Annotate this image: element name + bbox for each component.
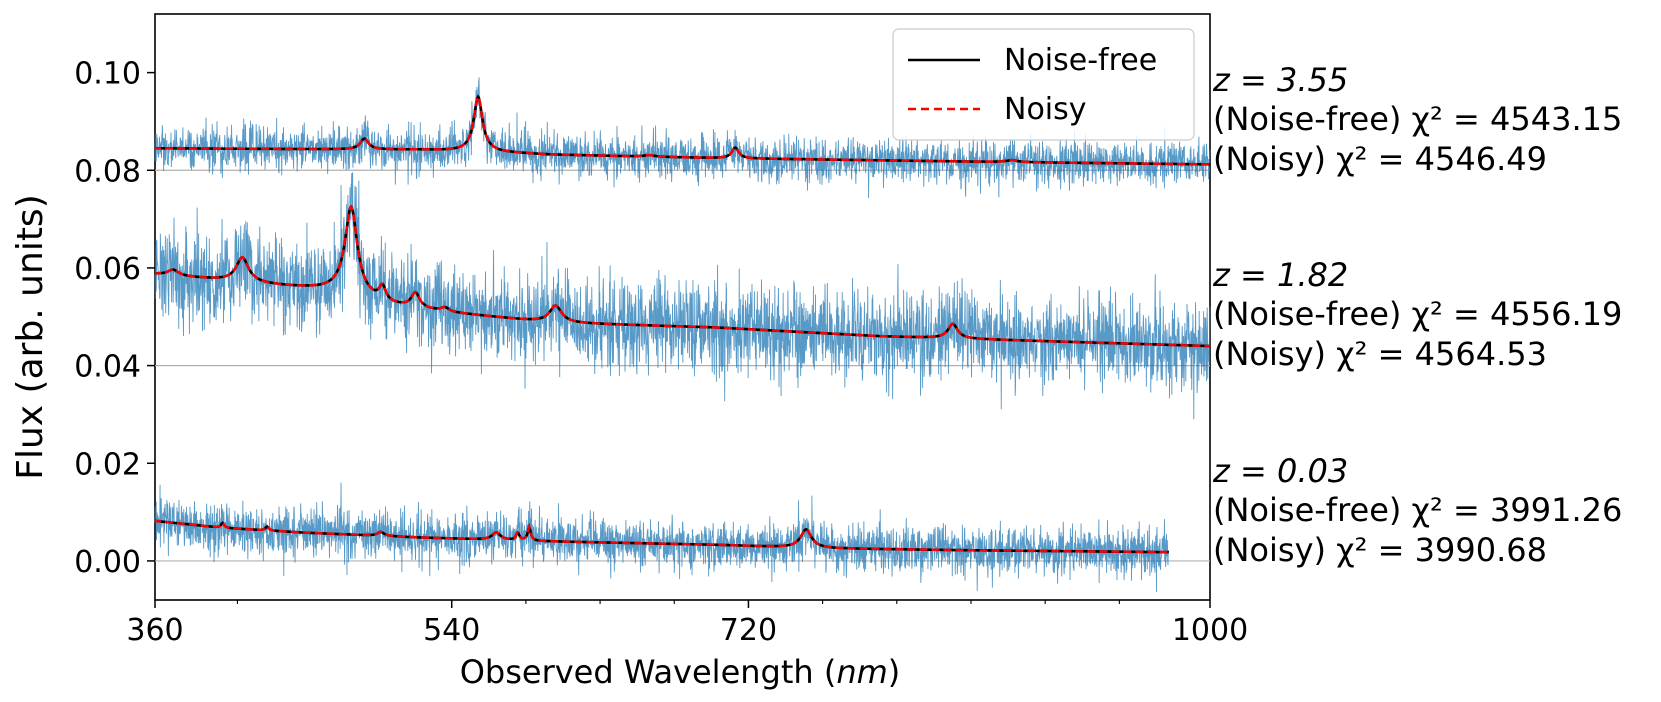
x-axis-label-text: Observed Wavelength (460, 653, 814, 691)
x-axis-label-unit: nm (836, 653, 887, 691)
noisy-chi2: (Noisy) χ² = 4564.53 (1213, 335, 1547, 373)
x-tick-label: 360 (126, 613, 183, 648)
y-tick-label: 0.04 (74, 350, 141, 385)
y-tick-label: 0.06 (74, 252, 141, 287)
noise-free-chi2: (Noise-free) χ² = 4543.15 (1213, 100, 1622, 138)
noise-free-chi2: (Noise-free) χ² = 4556.19 (1213, 295, 1622, 333)
y-tick-label: 0.10 (74, 57, 141, 92)
redshift-label: z = 1.82 (1212, 256, 1348, 294)
annotation-z003: z = 0.03 (Noise-free) χ² = 3991.26 (Nois… (1212, 452, 1622, 569)
legend-noise-free-label: Noise-free (1004, 43, 1157, 78)
y-axis-label: Flux (arb. units) (10, 194, 51, 479)
noisy-spectrum-0 (154, 77, 1211, 198)
x-tick-label: 720 (720, 613, 777, 648)
y-tick-label: 0.08 (74, 154, 141, 189)
y-tick-label: 0.02 (74, 447, 141, 482)
annotation-z182: z = 1.82 (Noise-free) χ² = 4556.19 (Nois… (1212, 256, 1622, 373)
legend-noisy-label: Noisy (1004, 92, 1087, 127)
axis-ticks: 0.00 0.02 0.04 0.06 0.08 0.10 360 540 720 1000 (74, 57, 1248, 648)
noisy-fit-0 (155, 94, 1211, 166)
redshift-label: z = 3.55 (1212, 61, 1348, 99)
redshift-label: z = 0.03 (1212, 452, 1348, 490)
y-tick-label: 0.00 (74, 545, 141, 580)
noise-free-chi2: (Noise-free) χ² = 3991.26 (1213, 491, 1622, 529)
legend-box (892, 28, 1195, 141)
noisy-chi2: (Noisy) χ² = 4546.49 (1213, 140, 1547, 178)
x-axis-label: Observed Wavelength (nm) (460, 653, 901, 691)
x-tick-label: 1000 (1172, 613, 1248, 648)
noisy-spectra (154, 77, 1211, 592)
noise-free-fit-1 (154, 204, 1211, 348)
noisy-spectrum-1 (154, 172, 1211, 420)
x-tick-label: 540 (423, 613, 480, 648)
noisy-chi2: (Noisy) χ² = 3990.68 (1213, 531, 1547, 569)
fit-curves (154, 94, 1211, 554)
noisy-fit-1 (154, 204, 1211, 348)
legend: Noise-free Noisy (892, 28, 1195, 141)
noisy-fit-2 (154, 519, 1169, 554)
noisy-spectrum-2 (154, 482, 1170, 592)
annotation-z355: z = 3.55 (Noise-free) χ² = 4543.15 (Nois… (1212, 61, 1622, 178)
